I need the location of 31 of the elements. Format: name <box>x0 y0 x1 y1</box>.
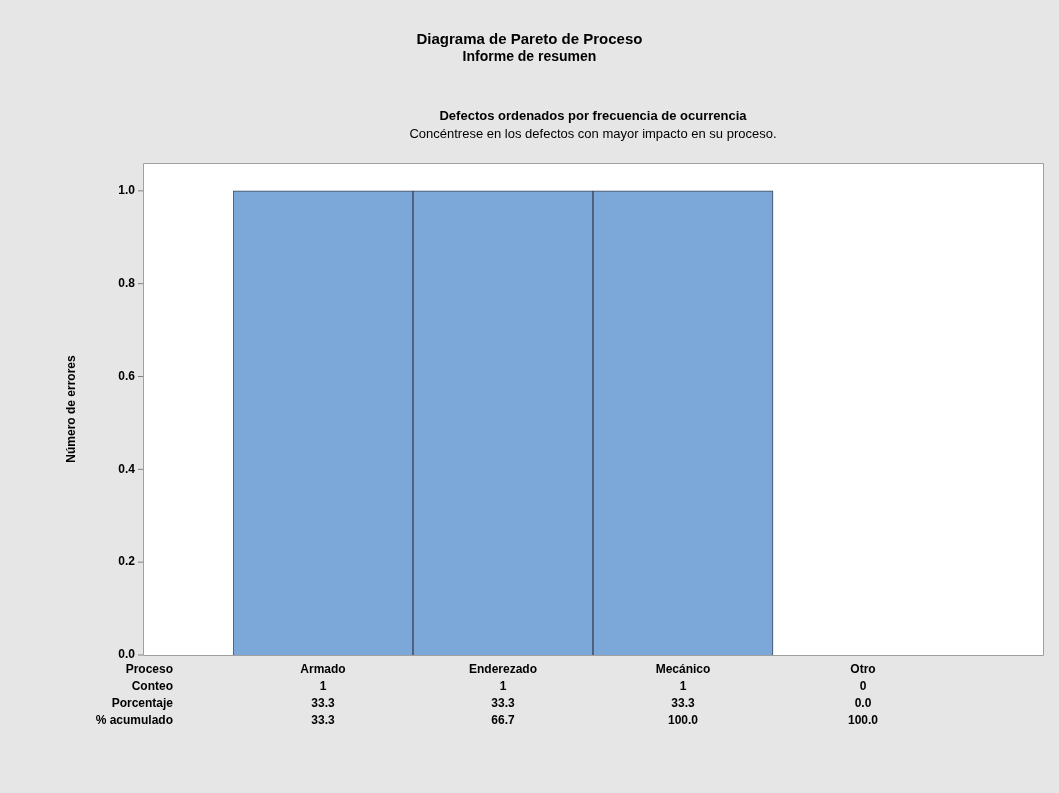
y-tick-label: 0.0 <box>118 647 136 662</box>
y-tick-label: 1.0 <box>118 183 136 198</box>
x-tick-label: Enderezado <box>468 662 538 677</box>
data-label: 1 <box>319 679 327 694</box>
text: 0.0 <box>854 696 872 711</box>
y-tick-label: 0.6 <box>118 368 136 383</box>
text: 33.3 <box>311 713 335 728</box>
x-tick-label: Otro <box>850 662 876 677</box>
data-label: 1 <box>499 679 507 694</box>
y-tick-label: 0.4 <box>118 461 136 476</box>
y-axis-title: Número de errores <box>64 354 79 463</box>
chart-title: Diagrama de Pareto de Proceso <box>416 30 643 48</box>
text: Conteo <box>131 679 173 694</box>
y-tick-label: 0.8 <box>118 275 136 290</box>
text: % acumulado <box>95 713 173 728</box>
chart-subtitle: Informe de resumen <box>462 47 597 64</box>
y-tick-label: 0.2 <box>118 554 136 569</box>
text: 33.3 <box>491 696 515 711</box>
x-tick-label: Armado <box>300 662 346 677</box>
data-label: 0 <box>859 679 867 694</box>
text: 100.0 <box>667 713 699 728</box>
x-tick-label: Mecánico <box>655 662 711 677</box>
text: Concéntrese en los defectos con mayor impacto en su proceso. <box>409 125 777 141</box>
text: Porcentaje <box>111 696 174 711</box>
text: 33.3 <box>311 696 335 711</box>
text: 66.7 <box>491 713 515 728</box>
x-axis-title: Proceso <box>125 662 173 677</box>
data-label: 1 <box>679 679 687 694</box>
text: 33.3 <box>671 696 695 711</box>
text: Defectos ordenados por frecuencia de ocurrencia <box>439 107 748 123</box>
text: 100.0 <box>847 713 879 728</box>
